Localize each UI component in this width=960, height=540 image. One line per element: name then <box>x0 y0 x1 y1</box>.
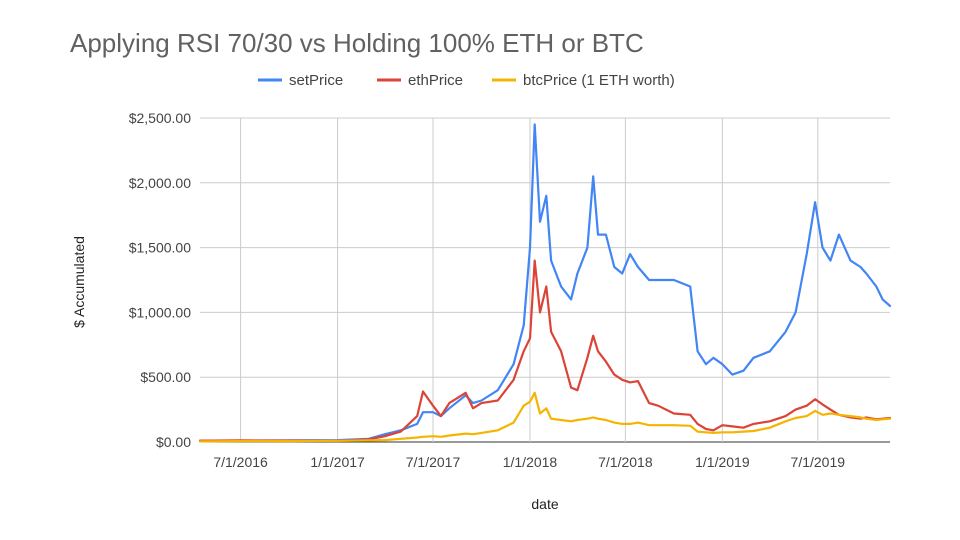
y-tick-label: $1,000.00 <box>129 304 191 320</box>
series-line-setPrice <box>198 123 892 442</box>
x-tick-label: 7/1/2016 <box>213 454 268 470</box>
legend-label: setPrice <box>289 72 343 89</box>
chart-title: Applying RSI 70/30 vs Holding 100% ETH o… <box>70 28 644 58</box>
series-line-ethPrice <box>198 259 892 443</box>
x-tick-label: 7/1/2018 <box>598 454 653 470</box>
y-axis-ticks: $0.00 $500.00 $1,000.00 $1,500.00 $2,000.00 $… <box>129 110 192 450</box>
series-line-btcPrice <box>198 391 892 443</box>
legend-label: ethPrice <box>408 72 463 89</box>
x-tick-label: 7/1/2017 <box>406 454 461 470</box>
y-axis-title: $ Accumulated <box>71 236 87 328</box>
y-tick-label: $1,500.00 <box>129 240 191 256</box>
y-tick-label: $2,500.00 <box>129 110 191 126</box>
gridlines <box>200 117 890 443</box>
x-tick-label: 1/1/2017 <box>310 454 365 470</box>
legend-label: btcPrice (1 ETH worth) <box>523 72 675 89</box>
legend: setPrice ethPrice btcPrice (1 ETH worth) <box>258 72 675 89</box>
x-tick-label: 1/1/2018 <box>503 454 558 470</box>
x-tick-label: 7/1/2019 <box>791 454 846 470</box>
y-tick-label: $0.00 <box>156 434 191 450</box>
x-tick-label: 1/1/2019 <box>695 454 750 470</box>
y-tick-label: $2,000.00 <box>129 175 191 191</box>
y-tick-label: $500.00 <box>140 369 191 385</box>
x-axis-title: date <box>531 496 558 512</box>
series-lines <box>198 123 892 443</box>
x-axis-ticks: 7/1/2016 1/1/2017 7/1/2017 1/1/2018 7/1/2018… <box>213 454 845 470</box>
